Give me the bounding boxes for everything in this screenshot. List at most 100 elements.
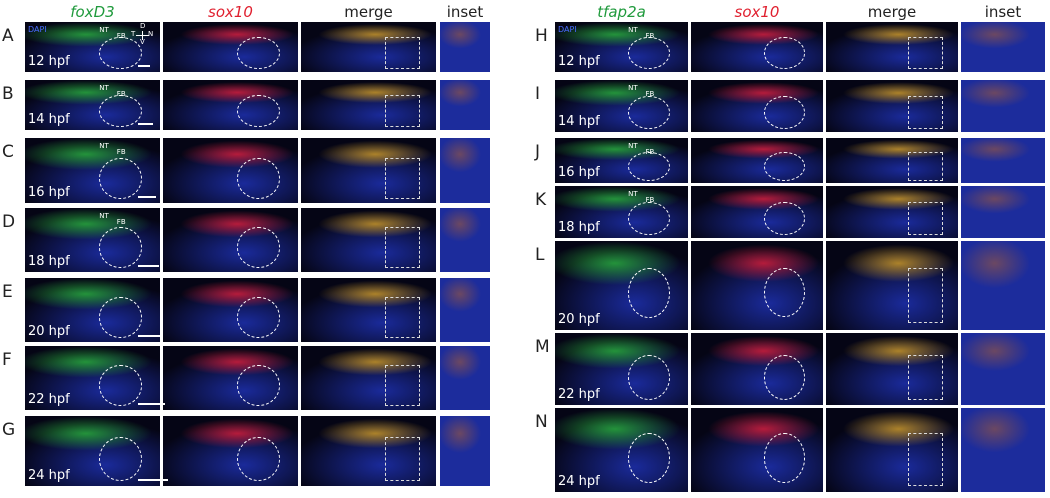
image-panel [961, 22, 1045, 72]
scale-bar [138, 196, 156, 198]
dashed-outline [763, 95, 806, 129]
panel-letter: A [2, 26, 14, 46]
dashed-outline [763, 354, 806, 400]
dashed-outline [99, 227, 142, 268]
stage-label: 16 hpf [28, 185, 70, 200]
dashed-outline [763, 433, 806, 483]
stage-label: 16 hpf [558, 165, 600, 180]
stage-label: 18 hpf [28, 254, 70, 269]
stage-label: 20 hpf [558, 312, 600, 327]
dashed-outline [237, 297, 280, 338]
image-panel [301, 208, 436, 272]
column-header: merge [344, 3, 393, 21]
panel-letter: F [2, 350, 12, 370]
image-panel [301, 278, 436, 342]
inset-box [384, 95, 421, 127]
panel-letter: C [2, 142, 14, 162]
dashed-outline [628, 267, 671, 318]
anatomy-label: FB [645, 90, 655, 98]
dashed-outline [763, 37, 806, 69]
dashed-outline [628, 433, 671, 484]
scale-bar [138, 265, 159, 267]
panel-letter: K [535, 190, 547, 210]
dashed-outline [628, 354, 671, 400]
anatomy-label: NT [628, 26, 638, 34]
anatomy-label: NT [99, 142, 109, 150]
compass-axis [136, 35, 149, 36]
dashed-outline [763, 201, 806, 235]
dashed-outline [763, 151, 806, 181]
inset-box [384, 157, 421, 199]
image-panel [301, 22, 436, 72]
image-panel [961, 138, 1045, 183]
dapi-label: DAPI [558, 25, 577, 34]
image-panel [826, 333, 958, 405]
image-panel [440, 416, 490, 486]
scale-bar [138, 479, 168, 481]
image-panel [826, 138, 958, 183]
anatomy-label: FB [645, 196, 655, 204]
dashed-outline [628, 37, 671, 69]
dashed-outline [237, 95, 280, 127]
anatomy-label: FB [116, 32, 126, 40]
image-panel [961, 186, 1045, 238]
dashed-outline [628, 201, 671, 235]
image-panel [440, 278, 490, 342]
panel-letter: L [535, 245, 545, 265]
anatomy-label: FB [116, 148, 126, 156]
anatomy-label: NT [99, 84, 109, 92]
inset-box [907, 151, 943, 181]
image-panel [826, 22, 958, 72]
stage-label: 14 hpf [558, 114, 600, 129]
column-header: tfap2a [597, 3, 646, 21]
inset-box [907, 354, 943, 400]
dashed-outline [237, 227, 280, 268]
inset-box [384, 227, 421, 268]
inset-box [384, 365, 421, 406]
image-panel [440, 22, 490, 72]
scale-bar [138, 123, 153, 125]
image-panel [301, 138, 436, 203]
panel-letter: D [2, 212, 16, 232]
dashed-outline [628, 95, 671, 129]
scale-bar [138, 65, 150, 67]
panel-letter: N [535, 412, 548, 432]
dashed-outline [99, 365, 142, 406]
scale-bar [138, 335, 162, 337]
column-header: merge [867, 3, 917, 21]
compass-label: V [140, 38, 145, 46]
image-panel [961, 408, 1045, 492]
inset-box [907, 201, 943, 235]
image-panel [440, 138, 490, 203]
stage-label: 24 hpf [28, 468, 70, 483]
dapi-label: DAPI [28, 25, 47, 34]
image-panel [826, 241, 958, 330]
dashed-outline [99, 95, 142, 127]
panel-letter: E [2, 282, 13, 302]
dashed-outline [99, 297, 142, 338]
panel-letter: J [535, 142, 541, 162]
column-header: foxD3 [70, 3, 115, 21]
compass-label: N [148, 30, 154, 38]
inset-box [907, 95, 943, 129]
panel-letter: I [535, 84, 541, 104]
anatomy-label: NT [99, 212, 109, 220]
column-header: inset [446, 3, 484, 21]
scale-bar [138, 403, 165, 405]
dashed-outline [628, 151, 671, 181]
image-panel [440, 80, 490, 130]
compass-label: D [140, 22, 146, 30]
column-header: sox10 [208, 3, 253, 21]
column-header: sox10 [734, 3, 780, 21]
inset-box [384, 37, 421, 69]
image-panel [301, 80, 436, 130]
stage-label: 24 hpf [558, 474, 600, 489]
stage-label: 12 hpf [28, 54, 70, 69]
image-panel [961, 333, 1045, 405]
inset-box [384, 437, 421, 481]
panel-letter: H [535, 26, 548, 46]
inset-box [907, 37, 943, 69]
dashed-outline [99, 437, 142, 481]
dashed-outline [237, 157, 280, 199]
